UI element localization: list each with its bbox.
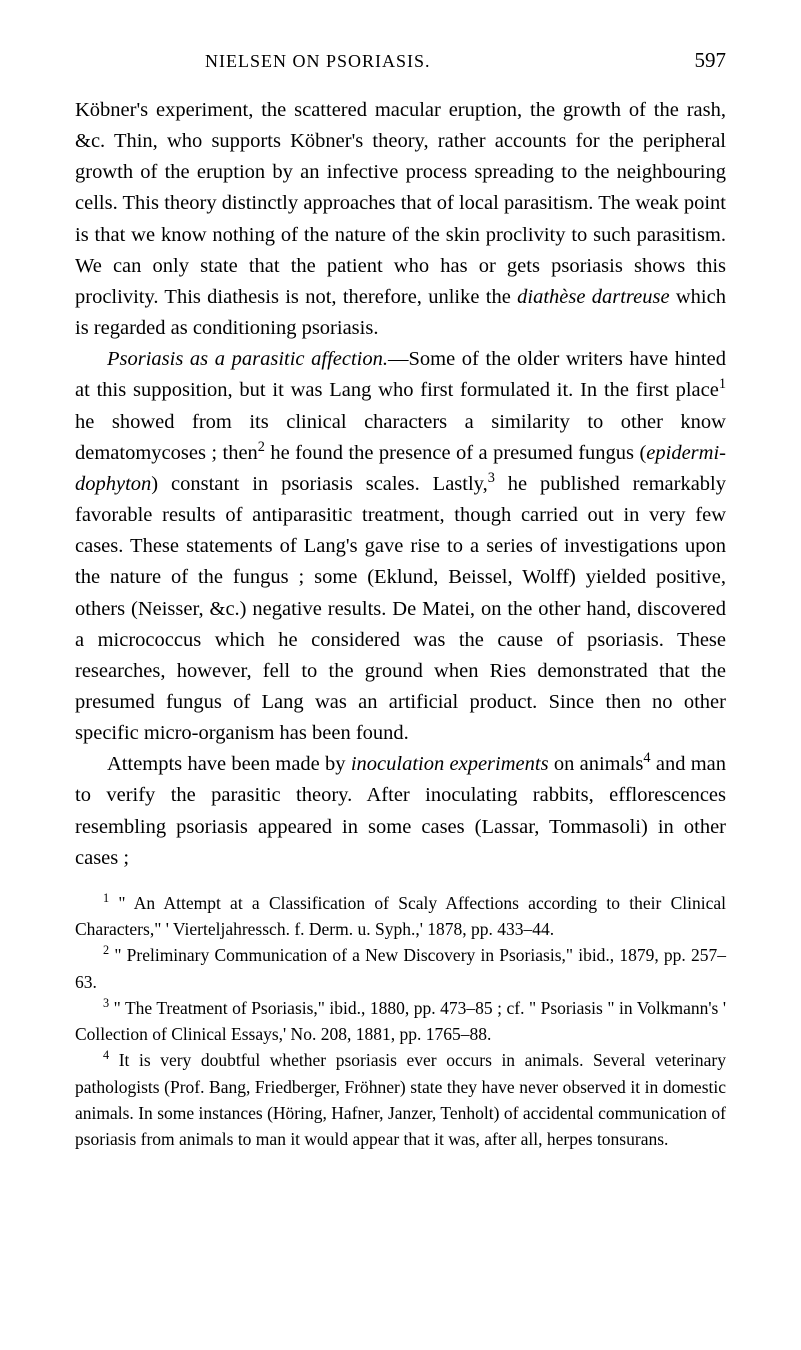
p1-italic: diathèse dartreuse <box>517 286 669 308</box>
footnote-2: 2 " Preliminary Communication of a New D… <box>75 942 726 995</box>
paragraph-3: Attempts have been made by inoculation e… <box>75 749 726 874</box>
paragraph-2: Psoriasis as a parasitic affection.—Some… <box>75 344 726 749</box>
page-container: NIELSEN ON PSORIASIS. 597 Köbner's exper… <box>0 0 801 1200</box>
p2-sup2: 2 <box>258 439 265 455</box>
p2c: he found the presence of a presumed fung… <box>265 442 646 464</box>
footnote-3: 3 " The Treatment of Psoriasis," ibid., … <box>75 995 726 1048</box>
fn1-text: " An Attempt at a Classification of Scal… <box>75 893 726 939</box>
fn4-text: It is very doubtful whether psoriasis ev… <box>75 1050 726 1149</box>
footnotes: 1 " An Attempt at a Classification of Sc… <box>75 890 726 1153</box>
footnote-4: 4 It is very doubtful whether psoriasis … <box>75 1047 726 1152</box>
p3a: Attempts have been made by <box>107 753 351 775</box>
p2-italic: Psoriasis as a parasitic affection. <box>107 348 388 370</box>
footnote-1: 1 " An Attempt at a Classification of Sc… <box>75 890 726 943</box>
p1-text: Köbner's experiment, the scattered macul… <box>75 99 726 308</box>
p3-italic: inoculation experiments <box>351 753 549 775</box>
fn3-text: " The Treatment of Psoriasis," ibid., 18… <box>75 998 726 1044</box>
p2e: he published remarkably favorable result… <box>75 473 726 744</box>
p2-sup3: 3 <box>488 470 495 486</box>
running-title: NIELSEN ON PSORIASIS. <box>205 51 431 72</box>
p3-sup4: 4 <box>643 750 650 766</box>
p3b: on animals <box>549 753 644 775</box>
p2-sup1: 1 <box>719 377 726 393</box>
body-text: Köbner's experiment, the scattered macul… <box>75 95 726 874</box>
fn2-text: " Preliminary Communication of a New Dis… <box>75 945 726 991</box>
p2d: ) constant in psoriasis scales. Lastly, <box>151 473 487 495</box>
paragraph-1: Köbner's experiment, the scattered macul… <box>75 95 726 344</box>
page-header: NIELSEN ON PSORIASIS. 597 <box>75 48 726 73</box>
page-number: 597 <box>695 48 727 73</box>
